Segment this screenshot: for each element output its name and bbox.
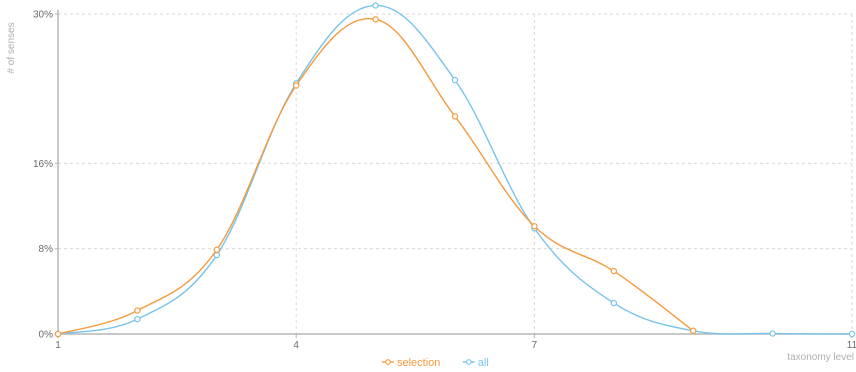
x-tick-label: 4 (293, 340, 299, 351)
data-point-all (769, 330, 776, 337)
y-tick-label: 8% (39, 244, 54, 255)
legend-item-selection: selection (382, 357, 440, 369)
y-tick-label: 0% (39, 330, 54, 341)
data-point-selection (54, 330, 62, 338)
data-point-all (848, 330, 856, 338)
axes (55, 10, 853, 338)
grid (58, 13, 853, 334)
y-tick-label: 30% (33, 10, 53, 21)
y-axis-title: # of senses (6, 22, 17, 73)
series-group (54, 2, 856, 338)
data-point-selection (451, 113, 459, 120)
legend-marker-icon (465, 359, 472, 365)
series-all (54, 2, 856, 338)
series-line-selection (57, 17, 694, 335)
data-point-selection (610, 267, 618, 275)
x-axis-title: taxonomy level (787, 352, 854, 363)
legend: selection all (382, 357, 489, 369)
data-point-selection (134, 307, 141, 314)
tick-labels: 0% 8% 16% 30% 1 4 7 11 (33, 10, 856, 352)
series-line-all (57, 4, 853, 335)
data-point-selection (531, 223, 538, 230)
data-point-selection (293, 82, 300, 89)
data-point-all (610, 299, 618, 307)
data-point-all (451, 76, 459, 84)
series-selection (54, 16, 697, 338)
legend-label: selection (397, 357, 440, 369)
data-point-all (134, 315, 141, 323)
x-tick-label: 11 (847, 340, 856, 351)
data-point-selection (372, 16, 379, 23)
x-tick-label: 1 (55, 340, 61, 351)
data-point-all (372, 2, 379, 9)
legend-marker-icon (385, 359, 391, 365)
legend-label: all (478, 357, 489, 369)
data-point-selection (690, 327, 697, 334)
x-tick-label: 7 (532, 340, 538, 351)
data-point-selection (213, 246, 220, 253)
legend-item-all: all (462, 357, 489, 369)
y-tick-label: 16% (33, 159, 53, 170)
